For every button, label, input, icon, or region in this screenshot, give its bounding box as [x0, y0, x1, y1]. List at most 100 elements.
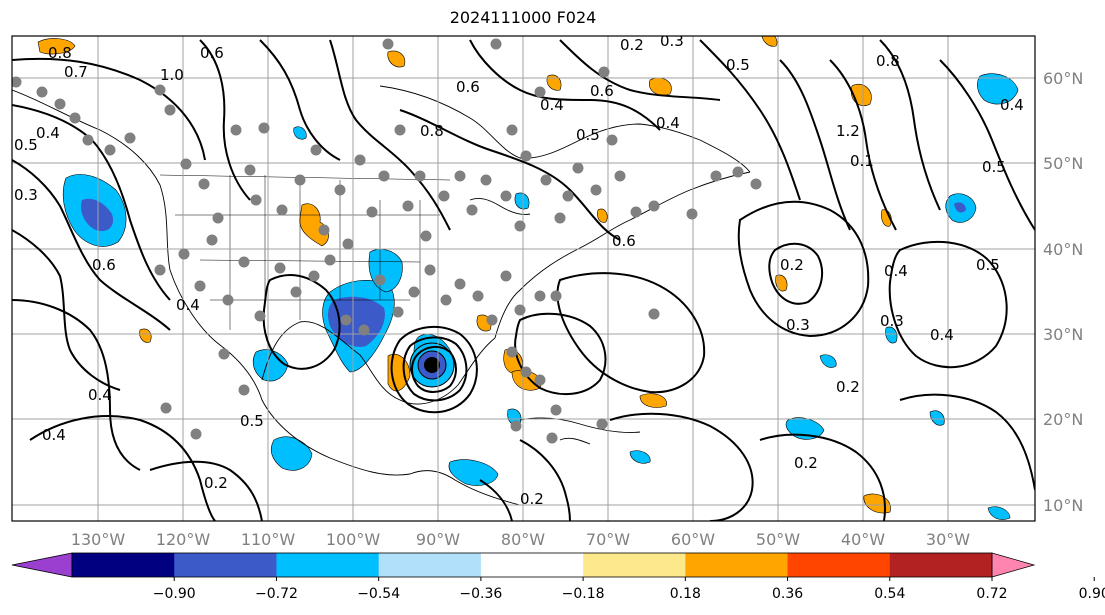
- station-dot: [750, 178, 762, 190]
- longitude-label: 40°W: [841, 530, 885, 549]
- station-dot: [12, 76, 22, 88]
- colorbar-tick-label: 0.90: [1079, 586, 1105, 602]
- negative-anomaly-patch: [929, 410, 945, 426]
- colorbar-cell: [685, 553, 789, 577]
- contour-label: 0.4: [540, 96, 564, 114]
- station-dot: [154, 264, 166, 276]
- station-dot: [258, 122, 270, 134]
- station-dot: [244, 164, 256, 176]
- station-dot: [206, 234, 218, 246]
- station-dot: [36, 86, 48, 98]
- positive-anomaly-patch: [299, 203, 329, 247]
- station-dot: [514, 220, 526, 232]
- station-dot: [424, 264, 436, 276]
- longitude-label-row: 130°W 120°W 110°W 100°W 90°W 80°W 70°W 6…: [71, 530, 970, 549]
- contour-label: 0.3: [14, 186, 38, 204]
- station-dot: [554, 212, 566, 224]
- positive-anomaly-patch: [863, 493, 891, 514]
- station-dot: [340, 314, 352, 326]
- contour-label: 0.3: [880, 312, 904, 330]
- station-dot: [414, 170, 426, 182]
- latitude-label: 10°N: [1043, 496, 1083, 515]
- negative-anomaly-patch: [270, 436, 313, 471]
- station-dot: [354, 154, 366, 166]
- colorbar-low-extend: [11, 552, 73, 578]
- station-dot: [238, 256, 250, 268]
- station-dot: [154, 84, 166, 96]
- station-dot: [420, 230, 432, 242]
- station-dot: [614, 170, 626, 182]
- colorbar-tick-label: −0.36: [459, 586, 502, 602]
- station-dot: [290, 286, 302, 298]
- station-dot: [222, 294, 234, 306]
- positive-anomaly-patch: [649, 77, 672, 96]
- station-dot: [490, 38, 502, 50]
- colorbar-cell: [480, 553, 584, 577]
- station-dot: [500, 190, 512, 202]
- contour-label: 0.8: [420, 122, 444, 140]
- station-dot: [164, 104, 176, 116]
- colorbar-cell: [378, 553, 482, 577]
- station-dot: [318, 224, 330, 236]
- station-dot: [180, 158, 192, 170]
- contour-layer: [12, 39, 1035, 521]
- anomaly-fill-layer: [37, 36, 1019, 520]
- station-dot: [454, 278, 466, 290]
- positive-anomaly-patch: [597, 208, 608, 223]
- coastline-layer: [12, 85, 751, 506]
- station-dot: [294, 174, 306, 186]
- station-dot-layer: [12, 38, 762, 444]
- contour-label: 0.2: [520, 490, 544, 508]
- contour-label: 0.8: [48, 44, 72, 62]
- negative-anomaly-patch: [819, 354, 837, 368]
- station-dot: [276, 204, 288, 216]
- station-dot: [402, 200, 414, 212]
- cyclone-core: [424, 357, 440, 373]
- station-dot: [480, 174, 492, 186]
- station-dot: [230, 124, 242, 136]
- station-dot: [54, 98, 66, 110]
- station-dot: [392, 306, 404, 318]
- contour-label: 0.2: [620, 36, 644, 54]
- station-dot: [212, 212, 224, 224]
- station-dot: [630, 206, 642, 218]
- station-dot: [510, 420, 522, 432]
- station-dot: [382, 38, 394, 50]
- contour-label: 0.4: [884, 262, 908, 280]
- negative-anomaly-patch: [629, 450, 651, 464]
- contour-label: 0.4: [1000, 96, 1024, 114]
- longitude-label: 70°W: [586, 530, 630, 549]
- station-dot: [506, 124, 518, 136]
- station-dot: [590, 184, 602, 196]
- station-dot: [274, 262, 286, 274]
- station-dot: [500, 270, 512, 282]
- station-dot: [514, 304, 526, 316]
- station-dot: [238, 384, 250, 396]
- positive-anomaly-patch: [37, 38, 76, 55]
- contour-label: 0.2: [204, 474, 228, 492]
- colorbar-cell: [583, 553, 686, 577]
- longitude-label: 80°W: [501, 530, 545, 549]
- contour-label: 0.1: [850, 152, 874, 170]
- station-dot: [562, 190, 574, 202]
- contour-label: 0.5: [726, 56, 750, 74]
- station-dot: [572, 162, 584, 174]
- station-dot: [438, 190, 450, 202]
- station-dot: [486, 314, 498, 326]
- station-dot: [190, 428, 202, 440]
- contour-label: 0.5: [576, 126, 600, 144]
- contour-label: 0.3: [660, 32, 684, 50]
- station-dot: [710, 170, 722, 182]
- station-dot: [534, 86, 546, 98]
- latitude-label: 20°N: [1043, 410, 1083, 429]
- station-dot: [648, 200, 660, 212]
- station-dot: [454, 170, 466, 182]
- negative-anomaly-patch: [885, 326, 898, 344]
- contour-label: 0.4: [656, 114, 680, 132]
- longitude-label: 30°W: [926, 530, 970, 549]
- negative-anomaly-patch: [80, 198, 114, 232]
- colorbar-cell: [889, 553, 993, 577]
- station-dot: [732, 166, 744, 178]
- colorbar: −0.90 −0.72 −0.54 −0.36 −0.18 0.18 0.36 0.54 0.7…: [11, 552, 1105, 602]
